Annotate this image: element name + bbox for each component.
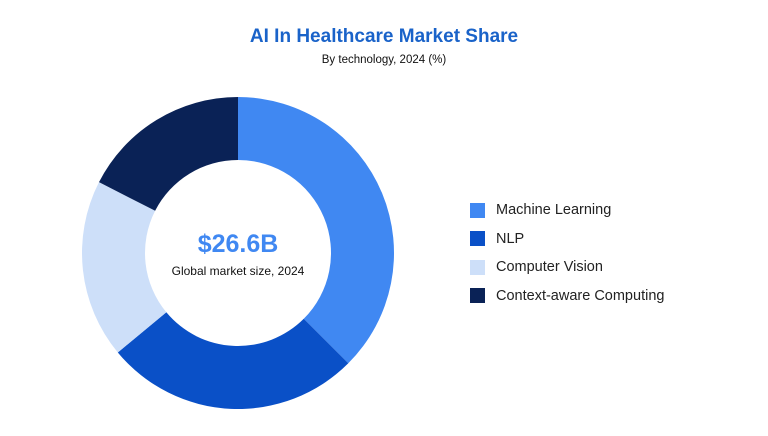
slice-machine-learning	[238, 97, 395, 364]
legend-swatch	[470, 288, 485, 303]
legend-swatch	[470, 231, 485, 246]
legend-item-computer-vision: Computer Vision	[470, 257, 664, 277]
legend-swatch	[470, 202, 485, 218]
legend-label: Machine Learning	[496, 202, 612, 218]
slice-nlp	[117, 312, 349, 409]
chart-legend: Machine Learning NLP Computer Vision Con…	[470, 200, 664, 314]
chart-title: AI In Healthcare Market Share	[249, 26, 519, 47]
legend-item-context-aware-computing: Context-aware Computing	[470, 286, 664, 306]
slice-computer-vision	[81, 182, 167, 353]
legend-swatch	[470, 259, 485, 275]
legend-item-machine-learning: Machine Learning	[470, 200, 664, 220]
legend-item-nlp: NLP	[470, 229, 664, 249]
legend-label: Computer Vision	[496, 259, 603, 275]
slice-context-aware-computing	[99, 96, 238, 211]
legend-label: Context-aware Computing	[496, 287, 665, 304]
legend-label: NLP	[496, 230, 525, 247]
chart-subtitle: By technology, 2024 (%)	[321, 54, 447, 66]
center-label: Global market size, 2024	[172, 264, 305, 278]
center-value: $26.6B	[198, 230, 279, 258]
